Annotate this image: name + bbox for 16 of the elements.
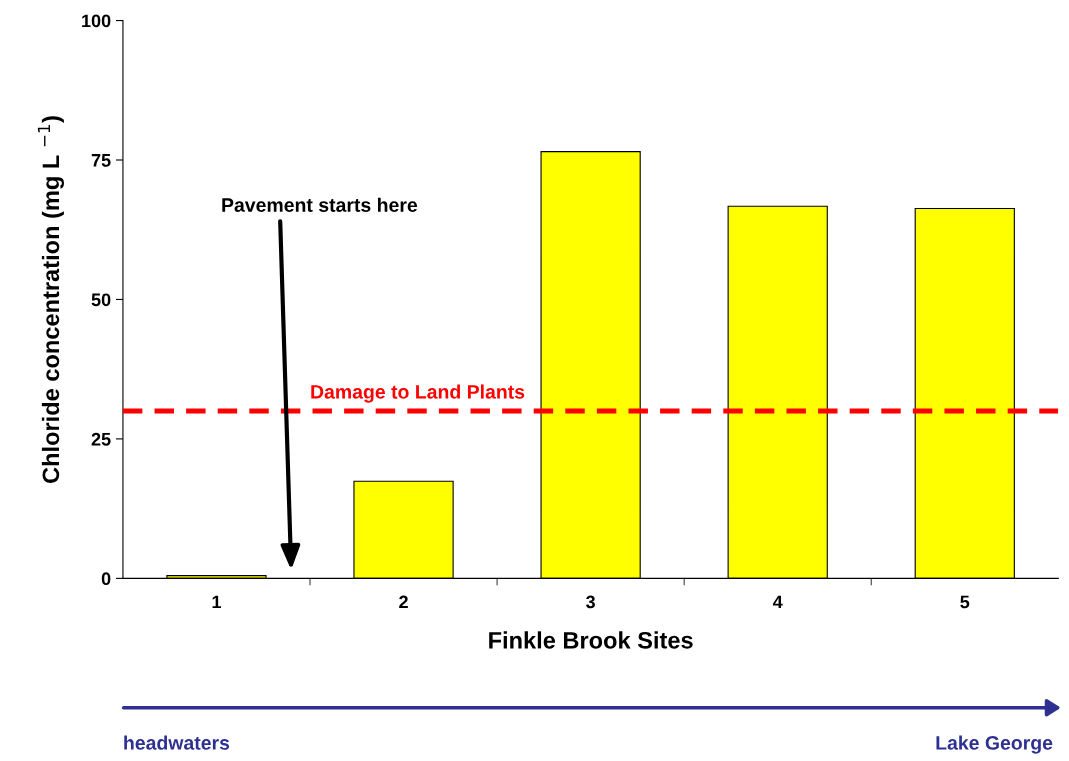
y-tick-label: 50 <box>91 293 111 307</box>
x-tick-label: 2 <box>399 595 408 609</box>
y-tick-label: 0 <box>101 572 111 586</box>
x-tick-label: 5 <box>960 595 970 609</box>
ref-line-label: Damage to Land Plants <box>311 384 525 403</box>
text: Lake George <box>936 735 1053 754</box>
text: headwaters <box>124 735 230 750</box>
x-tick-label: 3 <box>586 595 595 609</box>
y-tick-label: 100 <box>82 14 111 28</box>
x-tick-label: 1 <box>212 595 221 609</box>
y-axis-title: Chloride concentration (mg L $^{−1}$) <box>37 116 64 483</box>
y-tick-label: 75 <box>91 154 111 167</box>
y-tick-label: 25 <box>91 432 111 446</box>
x-axis-title: Finkle Brook Sites <box>489 631 693 649</box>
x-tick-label: 4 <box>772 595 783 609</box>
annotation: Pavement starts here <box>222 197 418 212</box>
